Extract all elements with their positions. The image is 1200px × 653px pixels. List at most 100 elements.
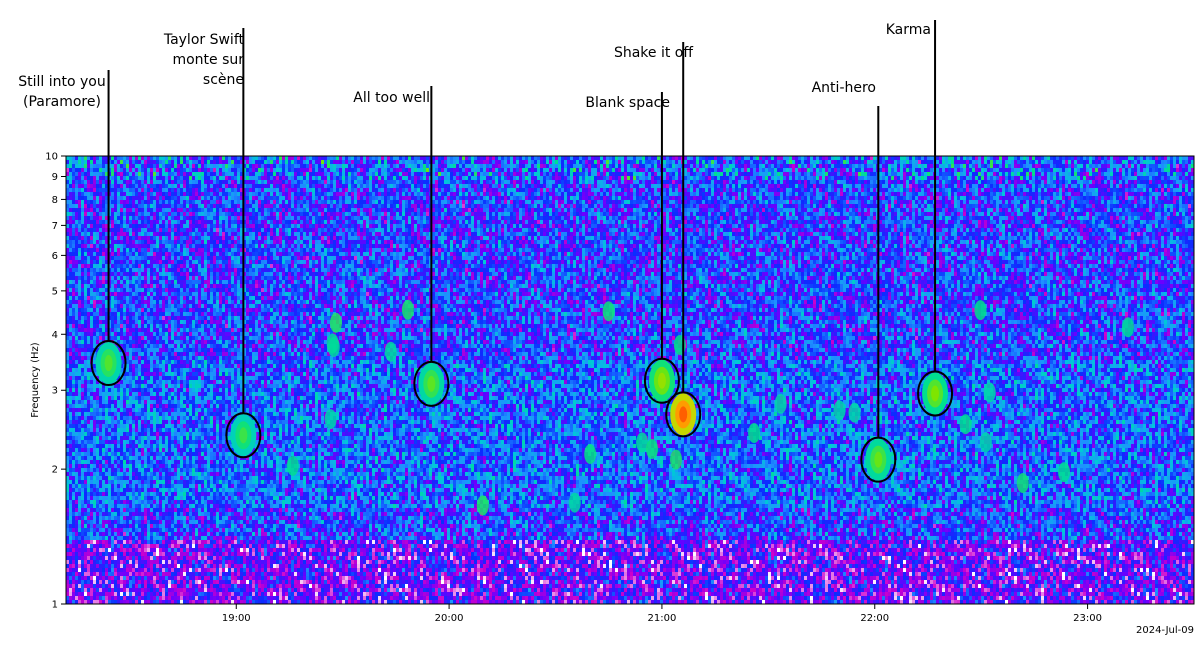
heat-cell — [159, 304, 162, 308]
heat-cell — [147, 552, 150, 556]
heat-cell — [84, 564, 87, 568]
heat-cell — [135, 444, 138, 448]
heat-cell — [81, 400, 84, 404]
heat-cell — [135, 376, 138, 380]
heat-cell — [144, 504, 147, 508]
heat-cell — [84, 360, 87, 364]
heat-cell — [123, 544, 126, 548]
heat-cell — [111, 284, 114, 288]
heat-cell — [108, 408, 111, 412]
heat-cell — [93, 160, 96, 164]
heat-cell — [69, 584, 72, 588]
heat-cell — [147, 188, 150, 192]
heat-cell — [117, 552, 120, 556]
heat-cell — [129, 464, 132, 468]
heat-cell — [111, 424, 114, 428]
heat-cell — [78, 216, 81, 220]
heat-cell — [123, 440, 126, 444]
heat-cell — [72, 572, 75, 576]
heat-cell — [72, 496, 75, 500]
heat-cell — [78, 200, 81, 204]
heat-cell — [126, 216, 129, 220]
heat-cell — [84, 460, 87, 464]
heat-cell — [78, 556, 81, 560]
heat-cell — [69, 464, 72, 468]
heat-cell — [120, 564, 123, 568]
heat-cell — [87, 240, 90, 244]
heat-cell — [129, 376, 132, 380]
heat-cell — [105, 460, 108, 464]
heat-cell — [144, 352, 147, 356]
heat-cell — [87, 280, 90, 284]
heat-cell — [111, 332, 114, 336]
heat-cell — [144, 456, 147, 460]
heat-cell — [96, 240, 99, 244]
heat-cell — [99, 260, 102, 264]
heat-cell — [159, 160, 162, 164]
heat-cell — [129, 328, 132, 332]
heat-cell — [126, 400, 129, 404]
heat-cell — [144, 560, 147, 564]
heat-cell — [75, 196, 78, 200]
heat-cell — [99, 556, 102, 560]
heat-cell — [135, 560, 138, 564]
heat-cell — [120, 252, 123, 256]
heat-cell — [111, 224, 114, 228]
heat-cell — [153, 352, 156, 356]
heat-cell — [111, 244, 114, 248]
heat-cell — [90, 420, 93, 424]
heat-cell — [141, 496, 144, 500]
heat-cell — [132, 292, 135, 296]
heat-cell — [144, 576, 147, 580]
heat-cell — [111, 260, 114, 264]
heat-cell — [81, 524, 84, 528]
heat-cell — [153, 572, 156, 576]
heat-cell — [69, 272, 72, 276]
heat-cell — [78, 424, 81, 428]
heat-cell — [105, 284, 108, 288]
heat-cell — [108, 588, 111, 592]
heat-cell — [90, 568, 93, 572]
heat-cell — [153, 364, 156, 368]
heat-cell — [90, 180, 93, 184]
heat-cell — [132, 516, 135, 520]
heat-cell — [120, 592, 123, 596]
heat-cell — [114, 300, 117, 304]
heat-cell — [132, 272, 135, 276]
heat-cell — [93, 360, 96, 364]
heat-cell — [84, 372, 87, 376]
heat-cell — [93, 436, 96, 440]
heat-cell — [120, 324, 123, 328]
heat-cell — [153, 412, 156, 416]
heat-cell — [102, 500, 105, 504]
heat-cell — [126, 432, 129, 436]
heat-cell — [135, 244, 138, 248]
heat-cell — [87, 236, 90, 240]
heat-cell — [150, 392, 153, 396]
heat-cell — [123, 228, 126, 232]
heat-cell — [153, 436, 156, 440]
heat-cell — [99, 396, 102, 400]
heat-cell — [147, 280, 150, 284]
heat-cell — [144, 400, 147, 404]
heat-cell — [81, 420, 84, 424]
heat-cell — [102, 536, 105, 540]
heat-cell — [150, 540, 153, 544]
heat-cell — [132, 596, 135, 600]
heat-cell — [159, 336, 162, 340]
heat-cell — [84, 168, 87, 172]
heat-cell — [132, 172, 135, 176]
heat-cell — [141, 572, 144, 576]
heat-cell — [126, 252, 129, 256]
heat-cell — [111, 272, 114, 276]
heat-cell — [84, 528, 87, 532]
heat-cell — [153, 308, 156, 312]
heat-cell — [69, 468, 72, 472]
heat-cell — [123, 248, 126, 252]
heat-cell — [75, 448, 78, 452]
heat-cell — [141, 396, 144, 400]
heat-cell — [135, 544, 138, 548]
heat-cell — [132, 408, 135, 412]
heat-cell — [141, 564, 144, 568]
heat-cell — [159, 172, 162, 176]
